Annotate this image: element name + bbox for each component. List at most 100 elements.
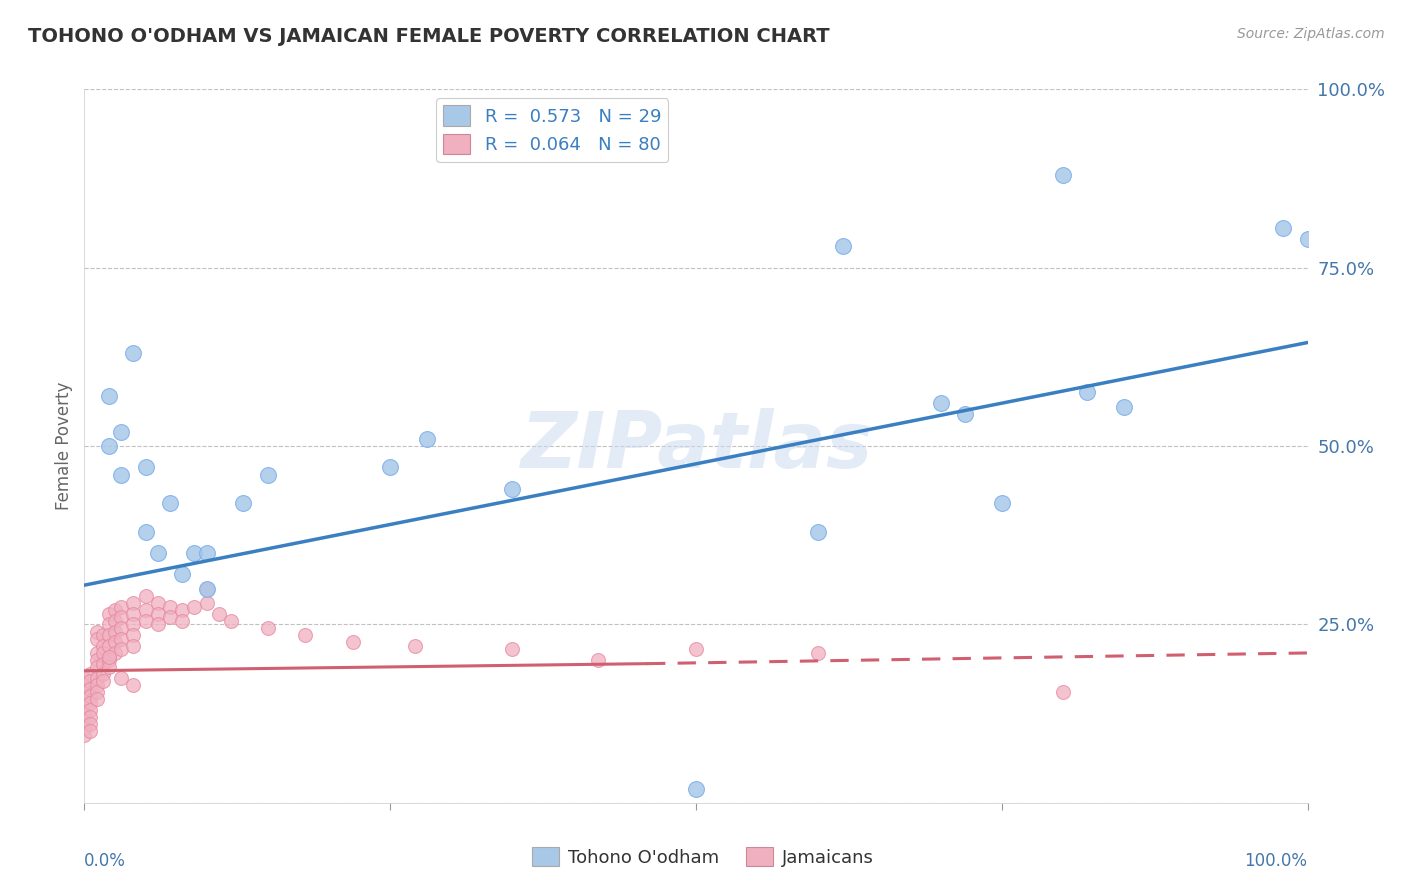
Point bbox=[172, 614, 194, 628]
Y-axis label: Female Poverty: Female Poverty bbox=[55, 382, 73, 510]
Point bbox=[110, 642, 132, 657]
Point bbox=[79, 710, 101, 724]
Point bbox=[831, 239, 853, 253]
Text: TOHONO O'ODHAM VS JAMAICAN FEMALE POVERTY CORRELATION CHART: TOHONO O'ODHAM VS JAMAICAN FEMALE POVERT… bbox=[28, 27, 830, 45]
Point bbox=[685, 781, 707, 796]
Point bbox=[91, 657, 114, 671]
Point bbox=[1272, 221, 1295, 235]
Point bbox=[86, 692, 108, 706]
Point bbox=[110, 467, 132, 482]
Point bbox=[79, 696, 101, 710]
Point bbox=[97, 639, 120, 653]
Point bbox=[110, 425, 132, 439]
Point bbox=[159, 599, 181, 614]
Point bbox=[91, 639, 114, 653]
Text: 100.0%: 100.0% bbox=[1244, 852, 1308, 870]
Point bbox=[146, 596, 169, 610]
Point bbox=[257, 621, 280, 635]
Legend: R =  0.573   N = 29, R =  0.064   N = 80: R = 0.573 N = 29, R = 0.064 N = 80 bbox=[436, 98, 668, 161]
Point bbox=[73, 678, 96, 692]
Point bbox=[342, 635, 364, 649]
Point bbox=[97, 607, 120, 621]
Point bbox=[86, 646, 108, 660]
Point bbox=[86, 653, 108, 667]
Point bbox=[97, 617, 120, 632]
Point bbox=[110, 671, 132, 685]
Point bbox=[135, 460, 157, 475]
Point bbox=[73, 685, 96, 699]
Point bbox=[91, 628, 114, 642]
Point bbox=[104, 614, 127, 628]
Point bbox=[135, 603, 157, 617]
Point bbox=[1076, 385, 1098, 400]
Point bbox=[79, 724, 101, 739]
Point bbox=[1052, 685, 1074, 699]
Point bbox=[135, 589, 157, 603]
Point bbox=[110, 610, 132, 624]
Point bbox=[86, 678, 108, 692]
Point bbox=[183, 546, 205, 560]
Point bbox=[159, 610, 181, 624]
Point bbox=[122, 346, 145, 360]
Point bbox=[86, 624, 108, 639]
Point bbox=[195, 582, 218, 596]
Point bbox=[86, 671, 108, 685]
Point bbox=[685, 642, 707, 657]
Point bbox=[219, 614, 242, 628]
Point bbox=[97, 649, 120, 664]
Point bbox=[86, 632, 108, 646]
Point bbox=[104, 624, 127, 639]
Point bbox=[122, 639, 145, 653]
Point bbox=[97, 389, 120, 403]
Point bbox=[195, 582, 218, 596]
Point bbox=[172, 603, 194, 617]
Point bbox=[122, 678, 145, 692]
Point bbox=[990, 496, 1012, 510]
Point bbox=[86, 685, 108, 699]
Legend: Tohono O'odham, Jamaicans: Tohono O'odham, Jamaicans bbox=[524, 840, 882, 874]
Point bbox=[953, 407, 976, 421]
Point bbox=[91, 674, 114, 689]
Point bbox=[1052, 168, 1074, 182]
Point bbox=[73, 714, 96, 728]
Point bbox=[73, 706, 96, 721]
Point bbox=[135, 524, 157, 539]
Point bbox=[195, 546, 218, 560]
Point bbox=[122, 607, 145, 621]
Point bbox=[79, 667, 101, 681]
Point bbox=[122, 596, 145, 610]
Point bbox=[232, 496, 254, 510]
Point bbox=[73, 699, 96, 714]
Point bbox=[104, 603, 127, 617]
Point bbox=[91, 667, 114, 681]
Point bbox=[79, 703, 101, 717]
Point bbox=[257, 467, 280, 482]
Point bbox=[159, 496, 181, 510]
Point bbox=[91, 646, 114, 660]
Point bbox=[195, 596, 218, 610]
Point bbox=[135, 614, 157, 628]
Point bbox=[97, 628, 120, 642]
Point bbox=[79, 681, 101, 696]
Point bbox=[97, 653, 120, 667]
Point bbox=[929, 396, 952, 410]
Point bbox=[146, 607, 169, 621]
Point bbox=[146, 546, 169, 560]
Point bbox=[380, 460, 402, 475]
Text: Source: ZipAtlas.com: Source: ZipAtlas.com bbox=[1237, 27, 1385, 41]
Point bbox=[208, 607, 231, 621]
Point bbox=[807, 646, 830, 660]
Point bbox=[79, 717, 101, 731]
Point bbox=[97, 660, 120, 674]
Point bbox=[586, 653, 609, 667]
Point bbox=[404, 639, 426, 653]
Point bbox=[73, 721, 96, 735]
Text: ZIPatlas: ZIPatlas bbox=[520, 408, 872, 484]
Point bbox=[1296, 232, 1319, 246]
Point bbox=[122, 617, 145, 632]
Point bbox=[73, 671, 96, 685]
Point bbox=[501, 642, 523, 657]
Point bbox=[172, 567, 194, 582]
Point bbox=[501, 482, 523, 496]
Point bbox=[110, 621, 132, 635]
